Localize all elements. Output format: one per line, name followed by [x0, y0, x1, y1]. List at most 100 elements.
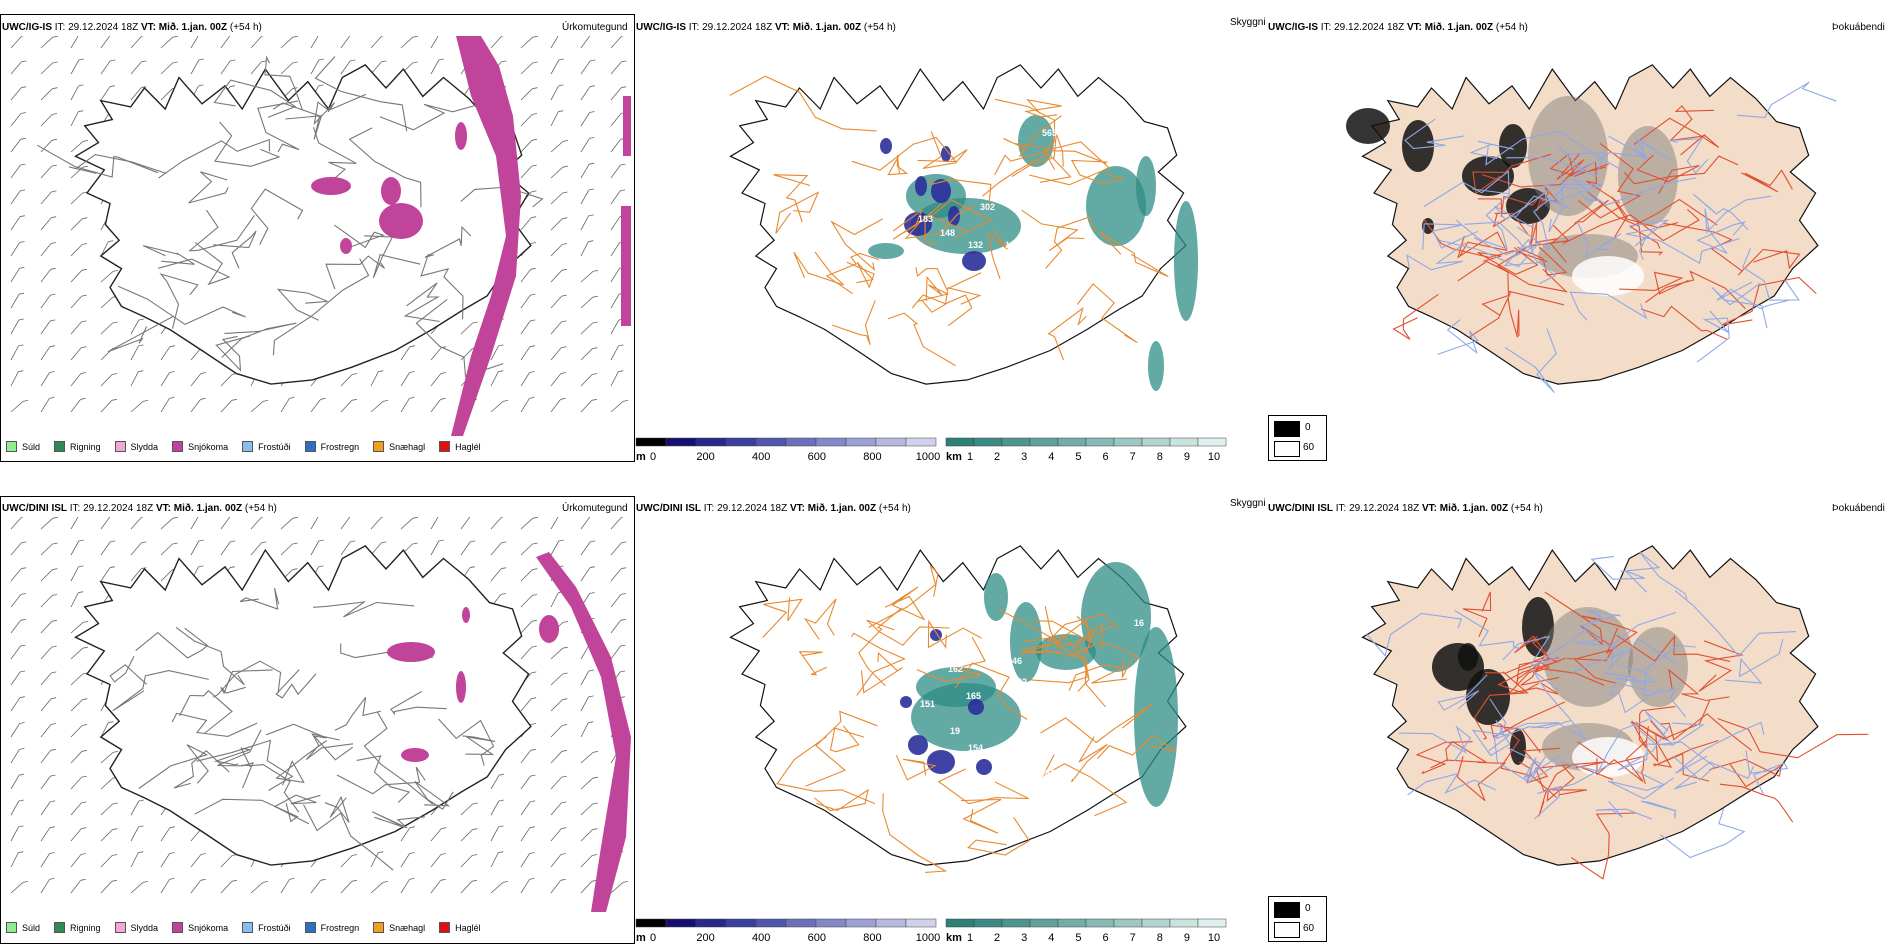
- visibility-bar-segment: [1085, 918, 1115, 928]
- ceiling-unit: m: [636, 451, 646, 462]
- ceiling-area: [900, 696, 912, 708]
- legend-swatch: [304, 441, 316, 452]
- title-vis-top: Skyggni: [1230, 17, 1266, 28]
- visibility-bar-segment: [945, 918, 975, 928]
- legend-swatch: [6, 922, 17, 933]
- snow-area: [379, 203, 423, 239]
- snow-area: [455, 122, 467, 150]
- ceiling-tick: 800: [863, 451, 881, 462]
- ceiling-tick: 0: [650, 932, 656, 943]
- visibility-unit: km: [946, 451, 962, 462]
- ceiling-label: 154: [968, 743, 983, 753]
- snow-area: [462, 607, 470, 623]
- ceiling-bar-segment: [665, 918, 697, 928]
- fog-legend-swatch-high: [1274, 922, 1300, 938]
- header-vis-bottom: UWC/DINI ISL IT: 29.12.2024 18Z VT: Mið.…: [636, 503, 911, 514]
- header-fog-bottom: UWC/DINI ISL IT: 29.12.2024 18Z VT: Mið.…: [1268, 503, 1543, 514]
- visibility-tick: 3: [1021, 451, 1027, 462]
- visibility-area: [1136, 156, 1156, 216]
- visibility-bar-segment: [973, 437, 1003, 447]
- ceiling-tick: 400: [752, 451, 770, 462]
- visibility-tick: 7: [1130, 932, 1136, 943]
- ceiling-area: [927, 750, 955, 774]
- visibility-bar-segment: [1057, 437, 1087, 447]
- legend-swatch: [172, 441, 184, 452]
- visibility-map-bottom: 639 46 16 162 152 165 151 19 154 181 182 962: [729, 545, 1187, 873]
- legend-swatch: [439, 441, 451, 452]
- ceiling-label: 962: [1040, 768, 1055, 778]
- legend-item: Súld: [6, 441, 40, 452]
- visibility-area: [1134, 627, 1178, 807]
- ceiling-tick: 400: [752, 932, 770, 943]
- legend-item: Haglél: [439, 441, 481, 452]
- ceiling-tick: 1000: [916, 932, 940, 943]
- legend-item: Frostúði: [242, 922, 291, 933]
- visibility-bar-segment: [1197, 437, 1227, 447]
- title-fog-top: Þokuábendi: [1832, 22, 1885, 33]
- legend-item: Frostúði: [242, 441, 291, 452]
- iceland-outline: [74, 64, 532, 385]
- iceland-land: [1361, 545, 1819, 866]
- visibility-area: [868, 243, 904, 259]
- visibility-tick: 8: [1157, 451, 1163, 462]
- visibility-tick: 7: [1130, 451, 1136, 462]
- legend-item: Slydda: [114, 441, 158, 452]
- ceiling-bar-segment: [845, 437, 877, 447]
- fog-legend-low-label: 0: [1305, 422, 1311, 433]
- ceiling-label: 19: [950, 726, 960, 736]
- fog-moderate-area: [1618, 126, 1678, 226]
- visibility-area: [984, 573, 1008, 621]
- visibility-area: [1086, 166, 1146, 246]
- legend-item: Snjókoma: [172, 441, 228, 452]
- precip-map-bottom: [10, 517, 631, 912]
- precip-legend-top: Súld Rigning Slydda Snjókoma Frostúði Frostre…: [6, 441, 481, 452]
- legend-swatch: [54, 922, 66, 933]
- ceiling-area: [941, 146, 951, 162]
- ceiling-labels: 639 46 16 162 152 165 151 19 154 181 182 962: [920, 576, 1144, 778]
- visibility-bar-segment: [1141, 918, 1171, 928]
- legend-item: Snjókoma: [172, 922, 228, 933]
- fog-dense-area: [1510, 729, 1526, 765]
- ceiling-area: [976, 759, 992, 775]
- legend-label: Frostregn: [320, 922, 360, 933]
- ceiling-label: 132: [968, 240, 983, 250]
- ceiling-bar-segment: [815, 918, 847, 928]
- ceiling-label: 181: [1002, 741, 1017, 751]
- ceiling-tick: 1000: [916, 451, 940, 462]
- ceiling-area: [962, 251, 986, 271]
- visibility-tick: 5: [1075, 451, 1081, 462]
- ceiling-tick: 200: [696, 932, 714, 943]
- fog-legend-bottom: 0 60: [1268, 896, 1327, 942]
- visibility-bar-segment: [945, 437, 975, 447]
- snow-area: [401, 748, 429, 762]
- visibility-area: [1148, 341, 1164, 391]
- snow-area: [539, 615, 559, 643]
- legend-item: Haglél: [439, 922, 481, 933]
- legend-swatch: [172, 922, 184, 933]
- legend-label: Slydda: [130, 922, 159, 933]
- ceiling-area: [931, 179, 951, 203]
- fog-free-area: [1572, 737, 1644, 777]
- terrain-contours: [109, 587, 496, 871]
- roads: [762, 565, 1177, 873]
- legend-item: Frostregn: [304, 922, 360, 933]
- ceiling-label: 183: [918, 214, 933, 224]
- visibility-bar-segment: [1141, 437, 1171, 447]
- ceiling-bar-segment: [725, 437, 757, 447]
- ceiling-bar-segment: [845, 918, 877, 928]
- visibility-bar-segment: [1113, 918, 1143, 928]
- legend-label: Snjókoma: [188, 441, 229, 452]
- legend-item: Rigning: [54, 441, 101, 452]
- ceiling-label: 182: [1046, 745, 1061, 755]
- title-fog-bottom: Þokuábendi: [1832, 503, 1885, 514]
- ceiling-bar-segment: [875, 437, 907, 447]
- visibility-bar-segment: [1001, 918, 1031, 928]
- legend-swatch: [373, 922, 385, 933]
- fog-legend-swatch-high: [1274, 441, 1300, 457]
- snow-area: [387, 642, 435, 662]
- fog-legend-swatch-low: [1274, 421, 1300, 437]
- snow-band: [451, 36, 521, 436]
- ceiling-unit: m: [636, 932, 646, 943]
- ceiling-bar-segment: [635, 918, 667, 928]
- snow-area: [456, 671, 466, 703]
